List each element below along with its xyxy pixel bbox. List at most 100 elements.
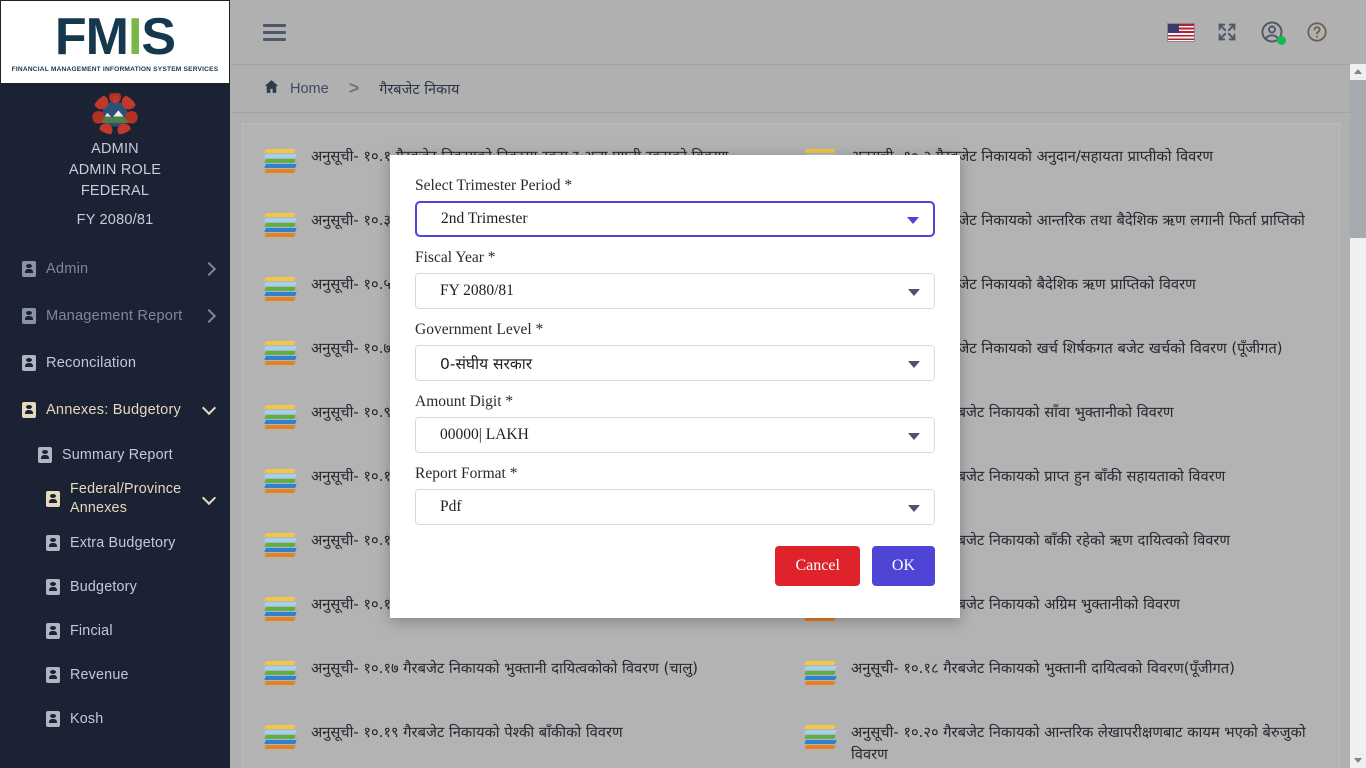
contact-card-icon <box>22 354 36 371</box>
contact-card-icon <box>22 260 36 277</box>
sidebar-item-label: Management Report <box>46 307 183 324</box>
contact-card-icon <box>22 307 36 324</box>
profile-level: FEDERAL <box>80 183 150 199</box>
help-circle-icon[interactable] <box>1306 21 1328 43</box>
dialog-actions: Cancel OK <box>415 546 935 586</box>
contact-card-icon <box>46 535 60 551</box>
online-status-dot <box>1277 36 1286 45</box>
field-label: Fiscal Year * <box>415 249 496 266</box>
fmis-logo-tagline: FINANCIAL MANAGEMENT INFORMATION SYSTEM … <box>11 66 219 73</box>
book-stack-icon <box>264 659 299 689</box>
sidebar-item-federal-province-annexes[interactable]: Federal/Province Annexes <box>0 477 230 521</box>
sidebar-item-reconcilation[interactable]: Reconcilation <box>0 339 230 386</box>
chevron-down-icon <box>908 289 920 296</box>
logo-fm: FM <box>54 8 129 66</box>
field-label: Report Format * <box>415 465 518 482</box>
annex-list-item[interactable]: अनुसूची- १०.४ गैरबजेट निकायको आन्तरिक तथ… <box>783 200 1339 264</box>
chevron-right-icon <box>203 262 216 275</box>
profile-role: ADMIN ROLE <box>68 162 162 178</box>
annex-list-item[interactable]: अनुसूची- १०.२० गैरबजेट निकायको आन्तरिक ल… <box>783 712 1339 768</box>
hamburger-icon[interactable] <box>263 20 286 45</box>
user-account-icon[interactable] <box>1260 20 1286 45</box>
book-stack-icon <box>264 723 299 753</box>
sidebar-item-label: Extra Budgetory <box>70 534 176 551</box>
us-flag-icon[interactable] <box>1168 23 1194 41</box>
book-stack-icon <box>264 275 299 305</box>
book-stack-icon <box>804 659 839 689</box>
sidebar-item-extra-budgetory[interactable]: Extra Budgetory <box>0 521 230 565</box>
profile-fiscal-year: FY 2080/81 <box>76 212 154 228</box>
government-level-select[interactable]: 0-संघीय सरकार <box>415 345 935 381</box>
sidebar-item-management-report[interactable]: Management Report <box>0 292 230 339</box>
sidebar-item-revenue[interactable]: Revenue <box>0 653 230 697</box>
chevron-down-icon <box>203 493 216 506</box>
report-parameters-dialog: Select Trimester Period * 2nd Trimester … <box>390 155 960 618</box>
profile-block: ADMIN ADMIN ROLE FEDERAL FY 2080/81 <box>0 139 230 231</box>
book-stack-icon <box>804 723 839 753</box>
sidebar-item-fincial[interactable]: Fincial <box>0 609 230 653</box>
amount-digit-select[interactable]: 00000| LAKH <box>415 417 935 453</box>
chevron-right-icon <box>203 309 216 322</box>
fiscal-year-select[interactable]: FY 2080/81 <box>415 273 935 309</box>
field-amount-digit: Amount Digit * 00000| LAKH <box>415 393 935 453</box>
contact-card-icon <box>46 579 60 595</box>
select-value: FY 2080/81 <box>440 282 514 299</box>
annex-item-label: अनुसूची- १०.१९ गैरबजेट निकायको पेश्की बा… <box>311 724 623 741</box>
sidebar-item-label: Admin <box>46 260 89 277</box>
annex-item-label: अनुसूची- १०.१७ गैरबजेट निकायको भुक्तानी … <box>311 660 699 677</box>
breadcrumb-home-label: Home <box>290 80 329 97</box>
sidebar-item-admin[interactable]: Admin <box>0 245 230 292</box>
contact-card-icon <box>22 401 36 418</box>
field-fiscal-year: Fiscal Year * FY 2080/81 <box>415 249 935 309</box>
chevron-down-icon <box>908 505 920 512</box>
header-actions <box>1168 20 1328 45</box>
book-stack-icon <box>264 403 299 433</box>
field-label: Select Trimester Period * <box>415 177 573 194</box>
book-stack-icon <box>264 531 299 561</box>
sidebar-item-summary-report[interactable]: Summary Report <box>0 433 230 477</box>
ok-button[interactable]: OK <box>871 546 935 586</box>
home-icon <box>263 78 280 99</box>
annex-list-item[interactable]: अनुसूची- १०.१९ गैरबजेट निकायको पेश्की बा… <box>243 712 783 768</box>
scrollbar-thumb[interactable] <box>1350 80 1366 238</box>
select-value: 00000| LAKH <box>440 426 529 443</box>
chevron-down-icon <box>203 403 216 416</box>
sidebar-item-label: Federal/Province Annexes <box>70 481 182 516</box>
contact-card-icon <box>46 623 60 639</box>
field-label: Government Level * <box>415 321 544 338</box>
nepal-emblem-icon <box>92 93 138 135</box>
trimester-period-select[interactable]: 2nd Trimester <box>415 201 935 237</box>
fmis-logo: FMIS FINANCIAL MANAGEMENT INFORMATION SY… <box>0 0 230 84</box>
page-scrollbar[interactable] <box>1350 64 1366 768</box>
cancel-button[interactable]: Cancel <box>775 546 860 586</box>
annex-list-item[interactable]: अनुसूची- १०.१७ गैरबजेट निकायको भुक्तानी … <box>243 648 783 712</box>
sidebar-item-label: Reconcilation <box>46 354 137 371</box>
scroll-up-arrow-icon[interactable] <box>1350 64 1366 80</box>
breadcrumb-home-link[interactable]: Home <box>263 78 329 99</box>
book-stack-icon <box>264 595 299 625</box>
profile-name: ADMIN <box>91 141 139 157</box>
sidebar-item-kosh[interactable]: Kosh <box>0 697 230 741</box>
sidebar-item-annexes-budgetory[interactable]: Annexes: Budgetory <box>0 386 230 433</box>
sidebar-item-label: Revenue <box>70 666 129 683</box>
book-stack-icon <box>264 147 299 177</box>
sidebar-item-label: Annexes: Budgetory <box>46 401 182 418</box>
annex-item-label: अनुसूची- १०.४ गैरबजेट निकायको आन्तरिक तथ… <box>851 212 1305 229</box>
select-value: 2nd Trimester <box>441 210 528 227</box>
breadcrumb-current: गैरबजेट निकाय <box>379 81 460 98</box>
contact-card-icon <box>46 667 60 683</box>
chevron-down-icon <box>908 433 920 440</box>
book-stack-icon <box>264 211 299 241</box>
field-label: Amount Digit * <box>415 393 514 410</box>
sidebar-item-budgetory[interactable]: Budgetory <box>0 565 230 609</box>
field-government-level: Government Level * 0-संघीय सरकार <box>415 321 935 381</box>
report-format-select[interactable]: Pdf <box>415 489 935 525</box>
fullscreen-expand-icon[interactable] <box>1216 21 1238 43</box>
scroll-down-arrow-icon[interactable] <box>1350 752 1366 768</box>
contact-card-icon <box>38 447 52 463</box>
annex-list-item[interactable]: अनुसूची- १०.१८ गैरबजेट निकायको भुक्तानी … <box>783 648 1339 712</box>
chevron-down-icon <box>907 217 919 224</box>
select-value: Pdf <box>440 498 462 515</box>
sidebar-item-label: Budgetory <box>70 578 137 595</box>
